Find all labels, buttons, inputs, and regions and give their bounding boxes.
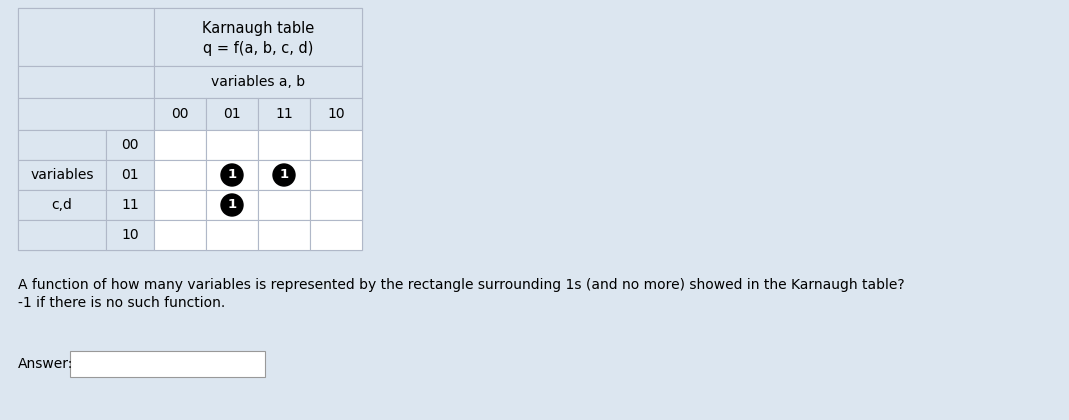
Text: 00: 00 — [171, 107, 189, 121]
Bar — [258, 190, 310, 220]
Text: c,d: c,d — [51, 198, 73, 212]
Bar — [106, 190, 154, 220]
Bar — [154, 66, 362, 98]
Bar — [154, 8, 362, 66]
Bar — [106, 160, 154, 190]
Text: 1: 1 — [228, 168, 236, 181]
Bar — [106, 130, 154, 160]
Bar — [18, 130, 106, 160]
Bar — [154, 130, 206, 160]
Text: 00: 00 — [121, 138, 139, 152]
Bar — [154, 190, 206, 220]
Text: 1: 1 — [279, 168, 289, 181]
Bar — [310, 220, 362, 250]
Text: 01: 01 — [121, 168, 139, 182]
Text: q = f(a, b, c, d): q = f(a, b, c, d) — [203, 41, 313, 56]
Bar — [310, 130, 362, 160]
Text: -1 if there is no such function.: -1 if there is no such function. — [18, 296, 226, 310]
Bar — [18, 98, 154, 130]
Text: 1: 1 — [228, 199, 236, 212]
Bar — [206, 220, 258, 250]
Text: Karnaugh table: Karnaugh table — [202, 21, 314, 36]
Text: Answer:: Answer: — [18, 357, 74, 371]
Text: variables a, b: variables a, b — [211, 75, 305, 89]
Bar — [18, 66, 154, 98]
Bar — [206, 190, 258, 220]
Bar — [310, 160, 362, 190]
Bar — [258, 130, 310, 160]
Bar — [206, 160, 258, 190]
Bar — [258, 98, 310, 130]
Text: variables: variables — [30, 168, 94, 182]
Bar — [154, 98, 206, 130]
Bar — [310, 190, 362, 220]
Bar — [18, 160, 106, 190]
Text: 01: 01 — [223, 107, 241, 121]
Bar — [69, 351, 265, 377]
Bar — [206, 98, 258, 130]
Bar — [258, 160, 310, 190]
Bar — [18, 220, 106, 250]
Bar — [154, 160, 206, 190]
Bar — [18, 190, 106, 220]
Bar — [18, 8, 154, 66]
Text: 10: 10 — [327, 107, 345, 121]
Circle shape — [273, 164, 295, 186]
Circle shape — [221, 194, 243, 216]
Text: 10: 10 — [121, 228, 139, 242]
Bar — [154, 220, 206, 250]
Text: 11: 11 — [275, 107, 293, 121]
Bar — [258, 220, 310, 250]
Bar — [18, 8, 362, 250]
Text: A function of how many variables is represented by the rectangle surrounding 1s : A function of how many variables is repr… — [18, 278, 904, 292]
Bar — [206, 130, 258, 160]
Text: 11: 11 — [121, 198, 139, 212]
Circle shape — [221, 164, 243, 186]
Bar — [310, 98, 362, 130]
Bar — [106, 220, 154, 250]
